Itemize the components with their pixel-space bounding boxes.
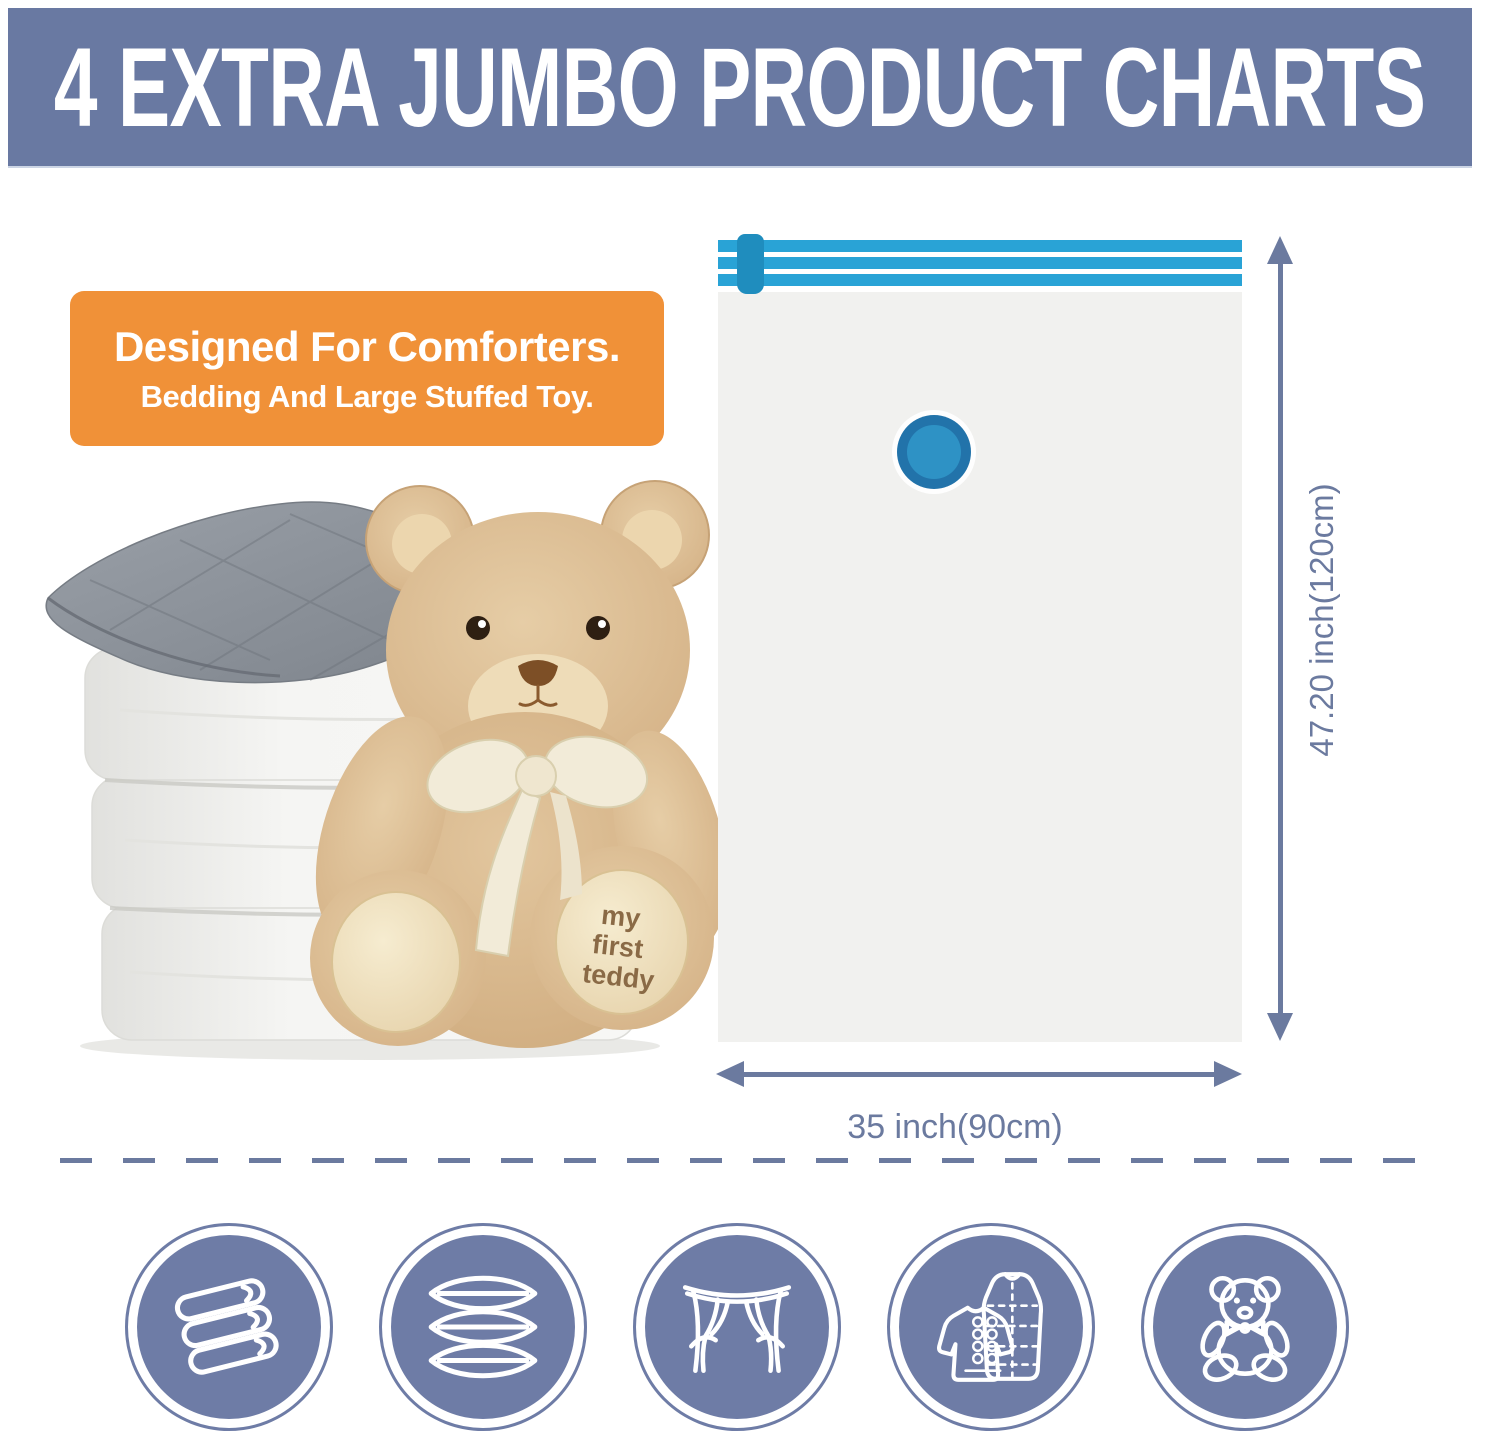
height-arrow-up-icon	[1267, 236, 1293, 264]
dashed-divider	[60, 1158, 1440, 1163]
teddy-foot-embroidery: my first teddy	[581, 898, 662, 995]
height-dimension-line	[1278, 258, 1283, 1020]
curtains-icon	[645, 1235, 829, 1419]
height-dimension-label: 47.20 inch(120cm)	[1303, 483, 1340, 757]
bow-ribbon	[426, 735, 649, 958]
folded-blankets-icon	[137, 1235, 321, 1419]
width-dimension-line	[742, 1072, 1218, 1077]
teddy-bear-icon	[1153, 1235, 1337, 1419]
suitable-item-curtains	[633, 1223, 841, 1431]
badge-line-2: Bedding And Large Stuffed Toy.	[140, 378, 594, 414]
vacuum-valve-cap	[907, 425, 961, 479]
bag-body	[718, 292, 1242, 1042]
suitable-item-stuffed-toy	[1141, 1223, 1349, 1431]
height-arrow-down-icon	[1267, 1013, 1293, 1041]
suitable-item-clothes	[887, 1223, 1095, 1431]
clothes-icon	[899, 1235, 1083, 1419]
suitable-item-pillows	[379, 1223, 587, 1431]
pillows-icon	[391, 1235, 575, 1419]
header-banner: 4 EXTRA JUMBO PRODUCT CHARTS	[8, 8, 1472, 168]
vacuum-bag-diagram	[718, 234, 1242, 1042]
zipper-slider-tab	[737, 234, 764, 294]
teddy-bear: my first teddy	[310, 480, 720, 1048]
width-dimension-label: 35 inch(90cm)	[847, 1108, 1063, 1146]
suitable-item-blankets	[125, 1223, 333, 1431]
vacuum-valve	[897, 415, 971, 489]
page-title: 4 EXTRA JUMBO PRODUCT CHARTS	[54, 24, 1426, 150]
badge-line-1: Designed For Comforters.	[113, 322, 621, 370]
width-arrow-right-icon	[1214, 1061, 1242, 1087]
width-arrow-left-icon	[716, 1061, 744, 1087]
bedding-and-teddy-photo: my first teddy	[45, 480, 720, 1060]
bag-zipper-seal	[718, 240, 1242, 286]
designed-for-badge: Designed For Comforters. Bedding And Lar…	[70, 291, 664, 446]
